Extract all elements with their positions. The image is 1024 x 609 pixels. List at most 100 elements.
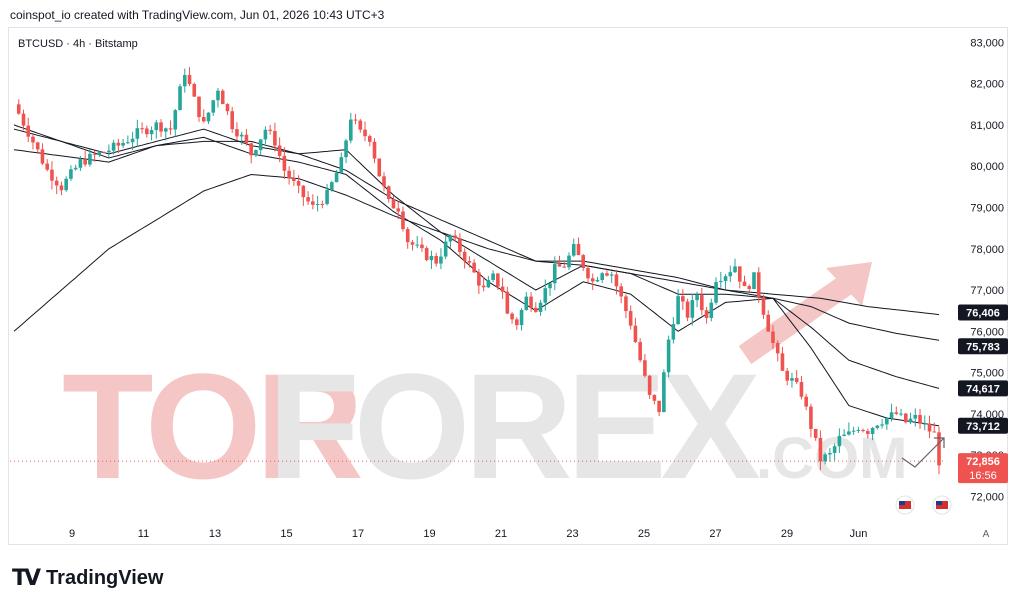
candle-body bbox=[775, 343, 780, 354]
ma-fast-badge-label: 74,617 bbox=[966, 383, 1000, 395]
candle-body bbox=[552, 264, 557, 284]
candle-body bbox=[50, 169, 54, 181]
candle-body bbox=[761, 297, 766, 315]
y-tick-label: 72,000 bbox=[970, 491, 1004, 503]
candle-body bbox=[681, 296, 685, 302]
candle-body bbox=[467, 261, 472, 263]
candle-body bbox=[45, 163, 50, 170]
ma-mid-badge-label: 75,783 bbox=[966, 341, 1000, 353]
candle-body bbox=[235, 129, 239, 137]
candle-body bbox=[562, 266, 567, 268]
watermark-arrowhead-icon bbox=[826, 262, 872, 306]
candle-body bbox=[35, 142, 40, 150]
candle-body bbox=[173, 110, 178, 130]
candle-body bbox=[922, 423, 927, 425]
candle-body bbox=[26, 125, 31, 137]
y-tick-label: 80,000 bbox=[970, 161, 1004, 173]
candle-body bbox=[700, 295, 704, 311]
candle-body bbox=[16, 104, 21, 114]
candle-body bbox=[102, 152, 106, 154]
candle-body bbox=[88, 153, 92, 165]
candle-body bbox=[348, 119, 353, 141]
candle-body bbox=[244, 134, 249, 144]
candle-body bbox=[481, 285, 486, 288]
x-tick-label: 19 bbox=[423, 528, 435, 540]
candle-body bbox=[230, 111, 235, 130]
watermark-text: TOR bbox=[62, 342, 362, 510]
candle-body bbox=[344, 140, 348, 158]
candle-body bbox=[277, 145, 282, 156]
candle-body bbox=[652, 394, 657, 401]
candle-body bbox=[83, 159, 87, 165]
y-tick-label: 79,000 bbox=[970, 202, 1004, 214]
us-flag-canton-icon bbox=[936, 501, 942, 505]
candle-body bbox=[723, 276, 728, 281]
symbol-label[interactable]: BTCUSD · 4h · Bitstamp bbox=[18, 38, 138, 50]
ma-fastest-badge-label: 73,712 bbox=[966, 421, 1000, 433]
candle-body bbox=[709, 302, 714, 318]
candle-body bbox=[135, 128, 140, 139]
y-tick-label: 78,000 bbox=[970, 244, 1004, 256]
candle-body bbox=[382, 176, 386, 187]
candle-body bbox=[325, 189, 329, 205]
x-tick-label: 11 bbox=[138, 528, 149, 540]
candle-body bbox=[851, 430, 856, 432]
candle-body bbox=[73, 167, 78, 170]
candle-body bbox=[182, 74, 187, 87]
candle-body bbox=[813, 428, 818, 438]
candle-body bbox=[439, 256, 443, 264]
candle-body bbox=[837, 435, 842, 447]
ma-slow-line bbox=[13, 173, 940, 332]
candle-body bbox=[163, 128, 168, 132]
candle-body bbox=[771, 331, 775, 344]
candle-body bbox=[643, 360, 647, 376]
candle-body bbox=[638, 342, 642, 361]
last-price-badge-label: 72,856 bbox=[966, 456, 1000, 468]
candle-body bbox=[913, 414, 918, 419]
candle-body bbox=[401, 211, 405, 230]
candle-body bbox=[799, 382, 804, 397]
candle-body bbox=[899, 413, 903, 415]
candle-body bbox=[168, 128, 173, 130]
candle-body bbox=[353, 119, 358, 121]
x-axis[interactable]: 9 11 13 15 17 19 21 23 25 27 29 Jun A bbox=[69, 528, 990, 540]
candle-body bbox=[576, 243, 581, 256]
candle-body bbox=[885, 417, 889, 425]
candle-body bbox=[624, 296, 628, 312]
candle-body bbox=[752, 272, 756, 290]
candle-body bbox=[889, 412, 894, 418]
candle-body bbox=[239, 134, 244, 137]
y-axis[interactable]: 72,00073,00074,00075,00076,00077,00078,0… bbox=[970, 37, 1004, 503]
candle-body bbox=[737, 266, 742, 282]
candle-body bbox=[64, 178, 68, 191]
candle-body bbox=[107, 150, 111, 153]
candle-body bbox=[766, 314, 771, 332]
candle-body bbox=[533, 307, 538, 312]
candle-body bbox=[496, 273, 500, 287]
x-tick-label: 23 bbox=[566, 528, 578, 540]
candle-body bbox=[377, 158, 382, 177]
tradingview-logo: TV TradingView bbox=[12, 566, 164, 591]
candle-body bbox=[657, 400, 661, 413]
candle-body bbox=[880, 424, 884, 426]
candle-body bbox=[178, 86, 182, 111]
candle-body bbox=[420, 244, 424, 249]
candle-body bbox=[320, 203, 325, 205]
y-tick-label: 83,000 bbox=[970, 37, 1004, 49]
x-tick-label: 15 bbox=[280, 528, 292, 540]
chart-pane[interactable] bbox=[8, 27, 1008, 545]
projection-arrowhead-icon bbox=[934, 437, 945, 448]
candle-body bbox=[866, 431, 870, 434]
watermark-text: FOREX bbox=[268, 342, 760, 510]
candle-body bbox=[894, 412, 899, 414]
candle-body bbox=[718, 280, 723, 283]
candle-body bbox=[111, 142, 116, 151]
candle-body bbox=[548, 283, 552, 289]
ma-slow-badge bbox=[958, 304, 1008, 321]
candle-body bbox=[685, 301, 690, 318]
candle-body bbox=[330, 182, 334, 190]
candle-body bbox=[40, 149, 45, 164]
candle-body bbox=[130, 138, 135, 143]
candle-body bbox=[220, 90, 225, 105]
